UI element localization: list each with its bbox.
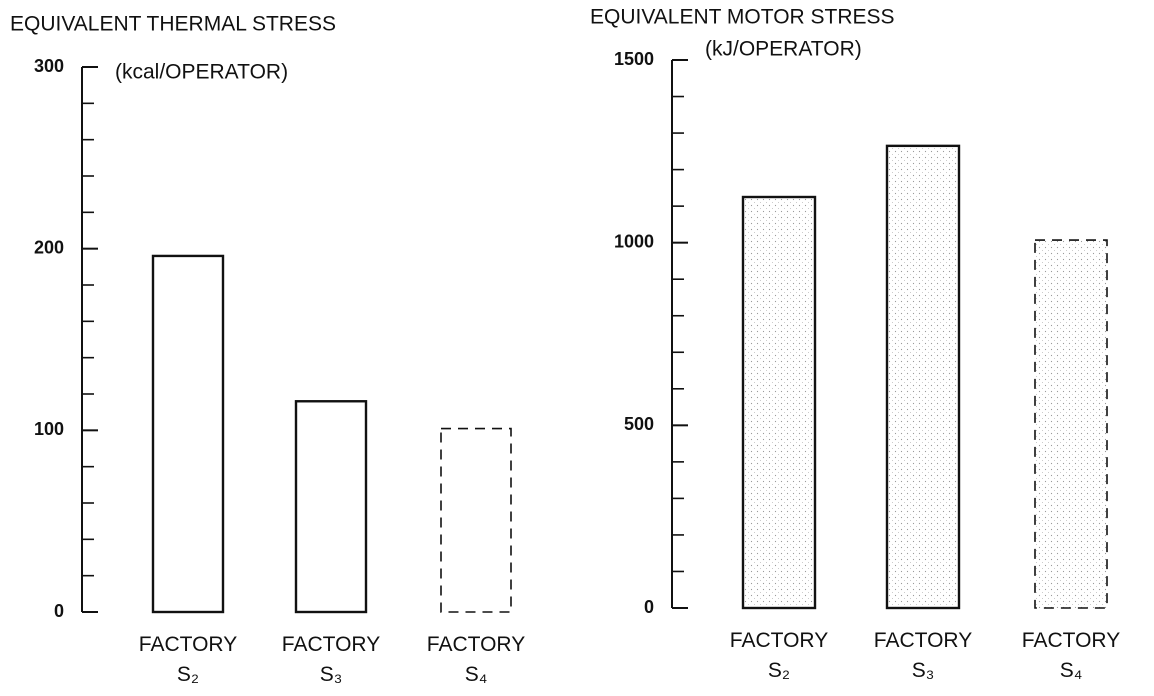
y-axis-label: (kJ/OPERATOR) bbox=[705, 38, 862, 61]
y-tick-label: 0 bbox=[54, 601, 64, 621]
bar bbox=[885, 144, 961, 610]
chart-title: EQUIVALENT THERMAL STRESS bbox=[10, 13, 336, 36]
chart-title: EQUIVALENT MOTOR STRESS bbox=[590, 6, 895, 29]
y-axis-label: (kcal/OPERATOR) bbox=[115, 61, 288, 84]
bar bbox=[440, 427, 512, 613]
y-tick-label: 300 bbox=[34, 56, 64, 76]
y-tick-label: 200 bbox=[34, 237, 64, 257]
x-tick-label: FACTORY S₂ bbox=[729, 629, 829, 682]
x-tick-label: FACTORY S₃ bbox=[281, 633, 381, 686]
y-tick-label: 0 bbox=[644, 597, 654, 617]
x-tick-label: FACTORY S₄ bbox=[1021, 629, 1121, 682]
bar bbox=[1034, 239, 1108, 609]
y-tick-label: 1000 bbox=[614, 231, 654, 251]
y-tick-label: 100 bbox=[34, 419, 64, 439]
x-tick-label: FACTORY S₃ bbox=[873, 629, 973, 682]
y-tick-label: 1500 bbox=[614, 49, 654, 69]
bar bbox=[151, 254, 225, 614]
y-tick-label: 500 bbox=[624, 414, 654, 434]
bar bbox=[294, 400, 368, 614]
bar bbox=[741, 195, 817, 610]
x-tick-label: FACTORY S₄ bbox=[426, 633, 526, 686]
x-tick-label: FACTORY S₂ bbox=[138, 633, 238, 686]
